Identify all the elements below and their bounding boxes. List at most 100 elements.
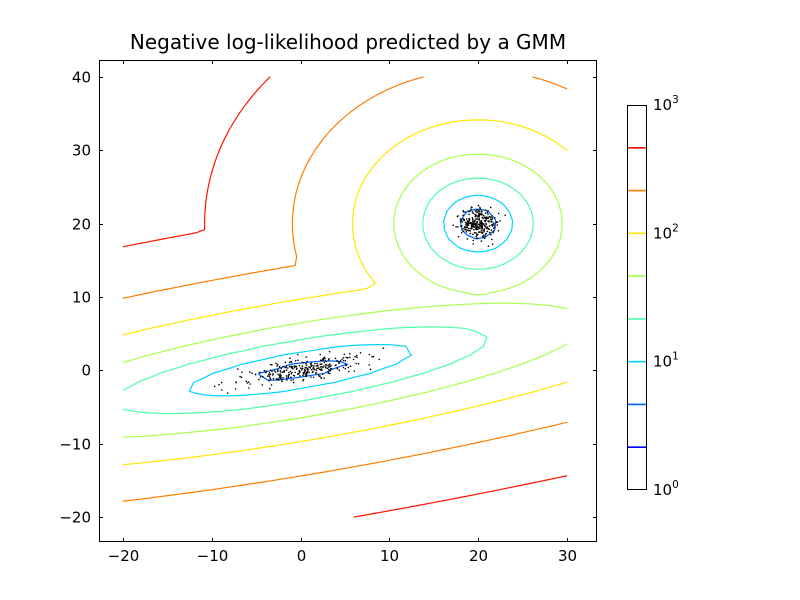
scatter-point bbox=[485, 224, 487, 226]
scatter-point bbox=[497, 212, 500, 215]
scatter-point bbox=[355, 362, 358, 365]
scatter-point bbox=[479, 208, 482, 210]
scatter-point bbox=[490, 233, 492, 236]
scatter-point bbox=[278, 378, 280, 380]
x-tick-label: 10 bbox=[380, 547, 399, 565]
scatter-point bbox=[468, 220, 470, 222]
scatter-point bbox=[330, 364, 332, 367]
scatter-point bbox=[482, 236, 485, 238]
scatter-point bbox=[320, 376, 323, 379]
scatter-point bbox=[324, 360, 327, 362]
scatter-point bbox=[487, 217, 490, 219]
scatter-point bbox=[296, 353, 299, 356]
scatter-point bbox=[476, 214, 478, 217]
scatter-point bbox=[472, 239, 475, 242]
scatter-point bbox=[474, 223, 476, 225]
scatter-point bbox=[283, 370, 286, 373]
scatter-point bbox=[487, 220, 489, 222]
scatter-point bbox=[484, 209, 487, 211]
scatter-point bbox=[275, 378, 278, 380]
x-tick-label: 0 bbox=[297, 547, 307, 565]
scatter-point bbox=[474, 219, 476, 222]
scatter-point bbox=[265, 370, 268, 373]
scatter-point bbox=[491, 243, 494, 245]
scatter-point bbox=[285, 375, 288, 377]
x-tick-label: 20 bbox=[469, 547, 488, 565]
scatter-points bbox=[213, 204, 507, 394]
scatter-point bbox=[466, 223, 468, 226]
scatter-point bbox=[466, 229, 468, 231]
scatter-point bbox=[349, 353, 351, 355]
scatter-point bbox=[285, 365, 288, 367]
scatter-point bbox=[353, 370, 356, 372]
scatter-point bbox=[329, 369, 332, 372]
scatter-point bbox=[299, 367, 302, 369]
scatter-point bbox=[306, 360, 308, 363]
scatter-point bbox=[323, 365, 325, 367]
scatter-point bbox=[327, 372, 330, 375]
scatter-point bbox=[459, 220, 462, 223]
y-tick-label: 20 bbox=[72, 216, 91, 234]
scatter-point bbox=[310, 376, 312, 378]
scatter-point bbox=[466, 226, 469, 229]
scatter-point bbox=[343, 353, 346, 356]
scatter-point bbox=[285, 369, 288, 371]
scatter-point bbox=[344, 367, 347, 370]
scatter-point bbox=[467, 227, 470, 230]
scatter-point bbox=[480, 240, 483, 242]
scatter-point bbox=[277, 369, 279, 371]
scatter-point bbox=[466, 238, 469, 240]
scatter-point bbox=[481, 210, 483, 212]
scatter-point bbox=[371, 356, 373, 358]
scatter-point bbox=[477, 204, 480, 207]
scatter-point bbox=[241, 371, 243, 374]
scatter-point bbox=[491, 238, 493, 241]
scatter-point bbox=[266, 375, 269, 377]
scatter-point bbox=[478, 214, 480, 217]
scatter-point bbox=[322, 359, 325, 361]
scatter-point bbox=[368, 353, 371, 356]
scatter-point bbox=[469, 210, 471, 212]
scatter-point bbox=[468, 210, 470, 213]
contour-line-level-3 bbox=[188, 194, 514, 397]
axes bbox=[99, 60, 597, 542]
scatter-point bbox=[481, 232, 483, 234]
scatter-point bbox=[237, 368, 239, 370]
scatter-point bbox=[471, 225, 474, 228]
scatter-point bbox=[485, 232, 487, 235]
scatter-point bbox=[239, 375, 241, 378]
contour-line-level-4 bbox=[122, 177, 534, 415]
scatter-point bbox=[335, 364, 337, 366]
colorbar-frame bbox=[627, 105, 647, 490]
scatter-point bbox=[301, 367, 304, 370]
scatter-point bbox=[484, 217, 487, 220]
scatter-point bbox=[324, 364, 327, 366]
scatter-point bbox=[310, 369, 313, 371]
scatter-point bbox=[472, 218, 474, 220]
scatter-point bbox=[294, 371, 297, 374]
scatter-point bbox=[277, 363, 279, 366]
scatter-point bbox=[490, 224, 493, 226]
scatter-point bbox=[288, 361, 291, 364]
scatter-point bbox=[274, 371, 277, 373]
scatter-point bbox=[298, 370, 301, 373]
scatter-point bbox=[318, 368, 321, 371]
colorbar: 103 102 101 100 bbox=[627, 94, 679, 499]
scatter-point bbox=[282, 371, 284, 374]
scatter-point bbox=[324, 357, 326, 360]
scatter-point bbox=[460, 232, 463, 234]
scatter-point bbox=[474, 225, 477, 228]
scatter-point bbox=[485, 222, 487, 225]
scatter-point bbox=[483, 237, 486, 240]
scatter-point bbox=[269, 377, 272, 379]
scatter-point bbox=[220, 381, 223, 384]
scatter-point bbox=[457, 235, 460, 238]
scatter-point bbox=[356, 356, 358, 359]
scatter-point bbox=[464, 224, 467, 226]
scatter-point bbox=[302, 378, 305, 381]
scatter-point bbox=[487, 213, 489, 215]
scatter-point bbox=[477, 208, 479, 211]
scatter-point bbox=[483, 229, 485, 232]
scatter-point bbox=[278, 379, 280, 381]
